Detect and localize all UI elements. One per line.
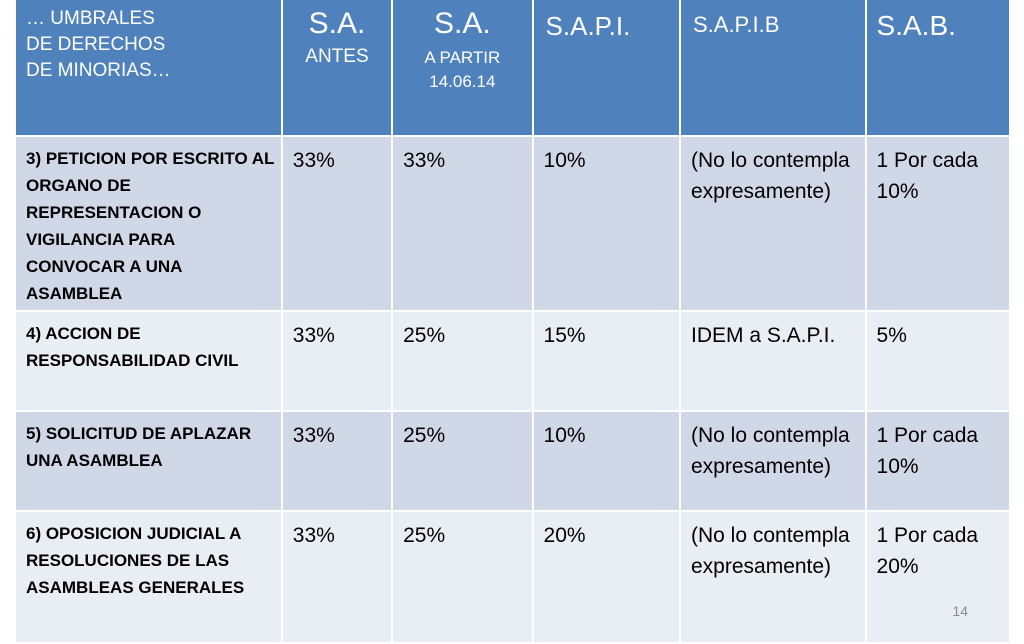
table-row: 5) SOLICITUD DE APLAZAR UNA ASAMBLEA 33%… [16, 411, 1012, 512]
row-criterion: 6) OPOSICION JUDICIAL A RESOLUCIONES DE … [16, 511, 283, 644]
row-criterion: 4) ACCION DE RESPONSABILIDAD CIVIL [16, 311, 283, 412]
row-criterion: 5) SOLICITUD DE APLAZAR UNA ASAMBLEA [16, 411, 283, 512]
cell-sapi: 20% [532, 511, 681, 644]
table-header-row: … UMBRALES DE DERECHOS DE MINORIAS… S.A.… [16, 0, 1012, 137]
header-criteria-line: … UMBRALES [26, 8, 155, 29]
cell-sab: 1 Por cada 10% [865, 411, 1012, 512]
header-sa-after-sub1: A PARTIR [424, 48, 501, 67]
header-sapi: S.A.P.I. [532, 0, 681, 137]
header-criteria: … UMBRALES DE DERECHOS DE MINORIAS… [16, 0, 283, 137]
header-sab: S.A.B. [865, 0, 1012, 137]
cell-sapi: 15% [532, 311, 681, 412]
header-sa-after: S.A. A PARTIR 14.06.14 [392, 0, 534, 137]
cell-sab: 1 Por cada 20% [865, 511, 1012, 644]
cell-sapib: (No lo contempla expresamente) [679, 411, 867, 512]
cell-sa-after: 25% [392, 411, 534, 512]
table-row: 4) ACCION DE RESPONSABILIDAD CIVIL 33% 2… [16, 311, 1012, 412]
cell-sab: 5% [865, 311, 1012, 412]
cell-sapib: (No lo contempla expresamente) [679, 136, 867, 312]
header-criteria-line: DE MINORIAS… [26, 60, 171, 81]
header-sa-before-sub: ANTES [305, 46, 369, 67]
header-sa-after-title: S.A. [433, 7, 491, 40]
cell-sa-after: 33% [392, 136, 534, 312]
header-criteria-line: DE DERECHOS [26, 34, 166, 55]
table-row: 3) PETICION POR ESCRITO AL ORGANO DE REP… [16, 136, 1012, 312]
cell-sa-before: 33% [281, 411, 394, 512]
minority-rights-table: … UMBRALES DE DERECHOS DE MINORIAS… S.A.… [16, 0, 1012, 644]
cell-sab: 1 Por cada 10% [865, 136, 1012, 312]
cell-sa-before: 33% [281, 511, 394, 644]
header-sa-before-title: S.A. [308, 7, 366, 40]
header-sapib: S.A.P.I.B [679, 0, 867, 137]
cell-sa-before: 33% [281, 311, 394, 412]
header-sa-before: S.A. ANTES [281, 0, 394, 137]
cell-sa-after: 25% [392, 311, 534, 412]
cell-sapib: (No lo contempla expresamente) [679, 511, 867, 644]
cell-sapib: IDEM a S.A.P.I. [679, 311, 867, 412]
row-criterion: 3) PETICION POR ESCRITO AL ORGANO DE REP… [16, 136, 283, 312]
page-number: 14 [952, 603, 968, 619]
cell-sa-before: 33% [281, 136, 394, 312]
table-row: 6) OPOSICION JUDICIAL A RESOLUCIONES DE … [16, 511, 1012, 644]
cell-sapi: 10% [532, 136, 681, 312]
cell-sa-after: 25% [392, 511, 534, 644]
cell-sapi: 10% [532, 411, 681, 512]
header-sa-after-sub2: 14.06.14 [429, 72, 496, 91]
